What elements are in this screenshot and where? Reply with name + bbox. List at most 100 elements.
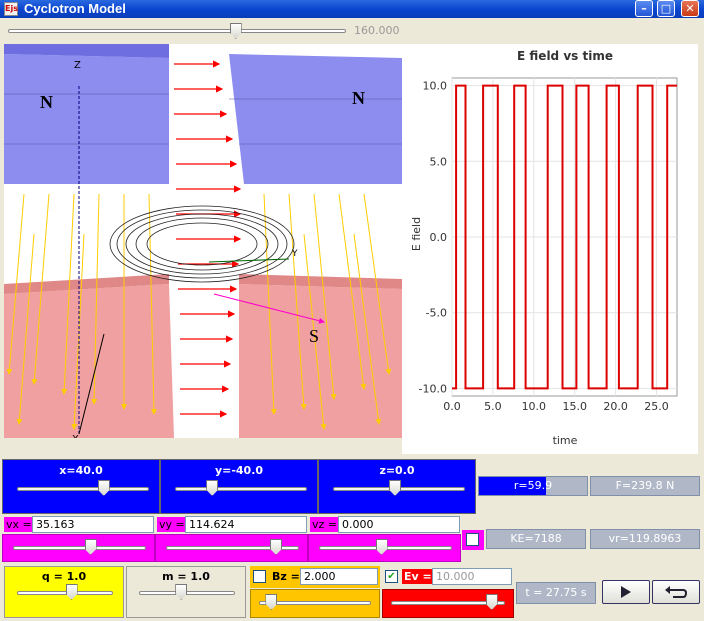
- y-tick-label: 5.0: [430, 155, 448, 168]
- time-readout: t = 27.75 s: [516, 582, 596, 604]
- charge-label: q = 1.0: [41, 570, 87, 583]
- ev-slider[interactable]: [485, 594, 498, 610]
- y-axis-label: Y: [291, 249, 298, 259]
- speed-slider[interactable]: [4, 22, 350, 42]
- force-readout: F=239.8 N: [590, 476, 700, 496]
- maximize-button[interactable]: □: [657, 0, 675, 17]
- south-label: S: [309, 326, 319, 346]
- slider-track: [166, 546, 299, 550]
- z-position-panel: z=0.0: [318, 459, 476, 514]
- y-tick-label: 0.0: [430, 231, 448, 244]
- y-tick-label: -5.0: [426, 307, 447, 320]
- title-bar: Ejs Cyclotron Model – □ ✕: [0, 0, 704, 18]
- x-axis: [78, 333, 105, 435]
- play-icon: [621, 586, 631, 598]
- speed-value: 160.000: [354, 24, 400, 37]
- slider-track: [175, 487, 307, 491]
- particle-trajectory: [109, 205, 295, 283]
- velocity-fields-row: vx = 35.163 vy = 114.624 vz = 0.000: [2, 515, 462, 534]
- north-label-left: N: [40, 92, 53, 112]
- ev-tag: Ev =: [402, 569, 434, 584]
- ev-slider-panel: [382, 589, 514, 618]
- y-axis: [208, 258, 290, 263]
- chart-title: E field vs time: [517, 49, 613, 63]
- bz-checkbox[interactable]: [253, 570, 266, 583]
- slider-track: [13, 546, 146, 550]
- slider-thumb[interactable]: [229, 23, 242, 39]
- vz-slider-panel: [308, 534, 461, 562]
- cyclotron-3d-view[interactable]: N N S Z X Y: [4, 44, 402, 438]
- y-position-label: y=-40.0: [214, 464, 264, 477]
- mass-label: m = 1.0: [162, 570, 210, 583]
- vx-tag: vx =: [4, 517, 34, 532]
- south-magnet-right: [239, 274, 402, 438]
- bz-slider-panel: [250, 589, 380, 618]
- window-title: Cyclotron Model: [24, 1, 126, 16]
- x-tick-label: 0.0: [443, 400, 461, 413]
- y-tick-label: -10.0: [419, 382, 447, 395]
- radius-readout: r=59.9: [478, 476, 588, 496]
- z-position-label: z=0.0: [379, 464, 415, 477]
- y-tick-label: 10.0: [423, 80, 448, 93]
- x-tick-label: 25.0: [644, 400, 669, 413]
- velocity-lock-panel: [462, 530, 484, 550]
- north-magnet-right: [229, 54, 402, 184]
- y-position-slider[interactable]: [206, 480, 219, 496]
- e-field-plot: E field vs time time E field 0.0 5.0 10.0 1…: [402, 44, 698, 454]
- x-position-panel: x=40.0: [2, 459, 160, 514]
- x-tick-label: 5.0: [484, 400, 502, 413]
- vx-slider[interactable]: [84, 539, 97, 555]
- z-axis-label: Z: [74, 60, 81, 71]
- e-field-series: [452, 84, 677, 390]
- kinetic-energy-readout: KE=7188: [486, 529, 586, 549]
- south-magnet-left: [4, 274, 174, 438]
- z-position-slider[interactable]: [389, 480, 401, 496]
- chart-x-label: time: [553, 434, 578, 447]
- reset-icon: [665, 586, 688, 598]
- force-vector: [213, 293, 325, 324]
- x-position-slider[interactable]: [97, 480, 110, 496]
- x-tick-label: 20.0: [603, 400, 628, 413]
- charge-slider[interactable]: [65, 584, 78, 600]
- slider-track: [259, 601, 371, 605]
- x-tick-label: 15.0: [562, 400, 587, 413]
- ev-input[interactable]: 10.000: [432, 568, 512, 585]
- vy-tag: vy =: [157, 517, 187, 532]
- radius-bar: [479, 477, 546, 495]
- x-tick-label: 10.0: [522, 400, 547, 413]
- vz-tag: vz =: [310, 517, 339, 532]
- vz-slider[interactable]: [375, 539, 388, 555]
- x-position-label: x=40.0: [59, 464, 103, 477]
- slider-track: [17, 487, 149, 491]
- play-button[interactable]: [602, 580, 650, 604]
- close-button[interactable]: ✕: [681, 0, 699, 17]
- velocity-lock-checkbox[interactable]: [466, 533, 479, 546]
- vz-input[interactable]: 0.000: [338, 516, 460, 533]
- vy-input[interactable]: 114.624: [185, 516, 307, 533]
- north-magnet-left: [4, 44, 169, 184]
- ev-checkbox[interactable]: ✔: [385, 570, 398, 583]
- charge-panel: q = 1.0: [4, 566, 124, 618]
- north-label-right: N: [352, 88, 365, 108]
- bz-slider[interactable]: [265, 594, 278, 610]
- app-icon: Ejs: [4, 2, 18, 16]
- chart-y-label: E field: [410, 217, 423, 251]
- radial-velocity-readout: vr=119.8963: [590, 529, 700, 549]
- radius-value: r=59.9: [513, 479, 553, 492]
- mass-slider[interactable]: [175, 584, 188, 600]
- vx-slider-panel: [2, 534, 155, 562]
- slider-track: [17, 591, 113, 595]
- electric-field-arrows: [174, 60, 242, 418]
- slider-track: [391, 601, 505, 605]
- ev-row: ✔ Ev = 10.000: [382, 566, 512, 588]
- vx-input[interactable]: 35.163: [32, 516, 154, 533]
- bz-tag: Bz =: [272, 570, 300, 583]
- reset-button[interactable]: [652, 580, 700, 604]
- y-position-panel: y=-40.0: [160, 459, 318, 514]
- bz-input[interactable]: 2.000: [300, 568, 378, 585]
- mass-panel: m = 1.0: [126, 566, 246, 618]
- vy-slider[interactable]: [270, 539, 282, 555]
- minimize-button[interactable]: –: [635, 0, 653, 17]
- bz-row: Bz = 2.000: [250, 566, 380, 588]
- x-axis-label: X: [72, 434, 79, 438]
